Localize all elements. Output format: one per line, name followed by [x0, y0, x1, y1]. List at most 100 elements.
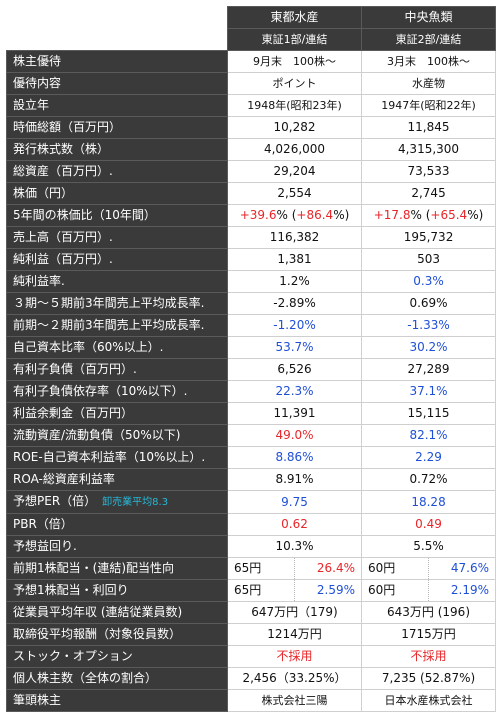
table-row: 純利益（百万円）. 1,381 503 [6, 248, 497, 271]
table-row: ROA-総資産利益率 8.91% 0.72% [6, 468, 497, 491]
row-label: 優待内容 [6, 72, 228, 95]
value-a: 647万円（179) [226, 601, 363, 624]
value-a: 2,456（33.25%） [226, 667, 363, 690]
value-a: 1.2% [226, 270, 363, 293]
table-row: ストック・オプション 不採用 不採用 [6, 645, 497, 668]
value-b: 30.2% [361, 336, 497, 359]
forecast-dividend-a: 65円 [227, 579, 295, 602]
value-b: 11,845 [361, 116, 497, 139]
row-label: 取締役平均報酬（対象役員数） [6, 623, 228, 646]
value-b: 日本水産株式会社 [361, 689, 497, 712]
row-label: 設立年 [6, 94, 228, 117]
value-a: 不採用 [226, 645, 363, 668]
value-b: 15,115 [361, 402, 497, 425]
row-label: 予想PER（倍） 卸売業平均8.3 [6, 490, 228, 514]
value-a: 8.86% [226, 446, 363, 469]
row-label: 発行株式数（株） [6, 138, 228, 161]
table-row: 売上高（百万円）. 116,382 195,732 [6, 226, 497, 249]
value-b: 7,235 (52.87%) [361, 667, 497, 690]
table-row: 株価（円） 2,554 2,745 [6, 182, 497, 205]
company-a-name: 東都水産 [226, 6, 363, 29]
table-row: 前期1株配当・(連結)配当性向 65円 26.4% 60円 47.6% [6, 557, 497, 580]
row-label: ストック・オプション [6, 645, 228, 668]
table-row: 有利子負債依存率（10%以下）. 22.3% 37.1% [6, 380, 497, 403]
table-row: 時価総額（百万円） 10,282 11,845 [6, 116, 497, 139]
row-label: 従業員平均年収 (連結従業員数) [6, 601, 228, 624]
value-a: 116,382 [226, 226, 363, 249]
row-label: 利益余剰金（百万円） [6, 402, 228, 425]
table-row: 総資産（百万円）. 29,204 73,533 [6, 160, 497, 183]
value-a: 9月末 100株〜 [226, 50, 363, 73]
value-b: 18.28 [361, 490, 497, 514]
table-row: 予想益回り. 10.3% 5.5% [6, 535, 497, 558]
row-label: ３期〜５期前3年間売上平均成長率. [6, 292, 228, 315]
value-b: 不採用 [361, 645, 497, 668]
yield-b: 2.19% [428, 579, 497, 602]
value-b: 195,732 [361, 226, 497, 249]
dividend-b: 60円 [361, 557, 430, 580]
company-b-market: 東証2部/連結 [361, 28, 497, 51]
row-label: ROE-自己資本利益率（10%以上）. [6, 446, 228, 469]
row-label: 流動資産/流動負債（50%以下) [6, 424, 228, 447]
value-a: 4,026,000 [226, 138, 363, 161]
row-label: 純利益率. [6, 270, 228, 293]
table-row: 5年間の株価比（10年間） +39.6% (+86.4%) +17.8% (+6… [6, 204, 497, 227]
table-row: 個人株主数（全体の割合） 2,456（33.25%） 7,235 (52.87%… [6, 667, 497, 690]
table-row: 優待内容 ポイント 水産物 [6, 72, 497, 95]
company-a-market: 東証1部/連結 [226, 28, 363, 51]
value-b: 3月末 100株〜 [361, 50, 497, 73]
value-b: 4,315,300 [361, 138, 497, 161]
table-row: 利益余剰金（百万円） 11,391 15,115 [6, 402, 497, 425]
value-b: 0.49 [361, 513, 497, 536]
row-label: 時価総額（百万円） [6, 116, 228, 139]
row-label: 予想1株配当・利回り [6, 579, 228, 602]
value-b: 2.29 [361, 446, 497, 469]
row-label: 有利子負債依存率（10%以下）. [6, 380, 228, 403]
market-row: 東証1部/連結 東証2部/連結 [6, 28, 497, 51]
value-b: 27,289 [361, 358, 497, 381]
value-a: 1948年(昭和23年) [226, 94, 363, 117]
value-a: ポイント [226, 72, 363, 95]
value-a: 53.7% [226, 336, 363, 359]
table-row: 前期〜２期前3年間売上平均成長率. -1.20% -1.33% [6, 314, 497, 337]
row-label: 株主優待 [6, 50, 228, 73]
company-name-row: 東都水産 中央魚類 [6, 6, 497, 29]
value-a: 2,554 [226, 182, 363, 205]
value-b: 503 [361, 248, 497, 271]
table-row: 設立年 1948年(昭和23年) 1947年(昭和22年) [6, 94, 497, 117]
row-label: 予想益回り. [6, 535, 228, 558]
value-b: 1947年(昭和22年) [361, 94, 497, 117]
value-a: 8.91% [226, 468, 363, 491]
value-b: 37.1% [361, 380, 497, 403]
table-row: 予想1株配当・利回り 65円 2.59% 60円 2.19% [6, 579, 497, 602]
company-b-name: 中央魚類 [361, 6, 497, 29]
value-a: 1,381 [226, 248, 363, 271]
value-a: -2.89% [226, 292, 363, 315]
value-b: 水産物 [361, 72, 497, 95]
table-row: ROE-自己資本利益率（10%以上）. 8.86% 2.29 [6, 446, 497, 469]
value-b: +17.8% (+65.4%) [361, 204, 497, 227]
row-label: 自己資本比率（60%以上）. [6, 336, 228, 359]
table-row: 筆頭株主 株式会社三陽 日本水産株式会社 [6, 689, 497, 712]
value-a: 株式会社三陽 [226, 689, 363, 712]
header-blank [6, 28, 228, 51]
value-b: 0.3% [361, 270, 497, 293]
value-b: 73,533 [361, 160, 497, 183]
value-b: 0.69% [361, 292, 497, 315]
value-a: 10.3% [226, 535, 363, 558]
value-a: 22.3% [226, 380, 363, 403]
row-label: 5年間の株価比（10年間） [6, 204, 228, 227]
row-label: PBR（倍） [6, 513, 228, 536]
yield-a: 2.59% [293, 579, 363, 602]
table-row: 有利子負債（百万円）. 6,526 27,289 [6, 358, 497, 381]
header-blank [6, 6, 228, 29]
table-row: 予想PER（倍） 卸売業平均8.3 9.75 18.28 [6, 490, 497, 514]
forecast-dividend-b: 60円 [361, 579, 430, 602]
value-b: 1715万円 [361, 623, 497, 646]
table-row: 従業員平均年収 (連結従業員数) 647万円（179) 643万円 (196) [6, 601, 497, 624]
value-a: 10,282 [226, 116, 363, 139]
table-row: 自己資本比率（60%以上）. 53.7% 30.2% [6, 336, 497, 359]
comparison-table-container: 東都水産 中央魚類 東証1部/連結 東証2部/連結 株主優待 9月末 100株〜… [6, 6, 497, 712]
value-a: 29,204 [226, 160, 363, 183]
payout-ratio-a: 26.4% [293, 557, 363, 580]
